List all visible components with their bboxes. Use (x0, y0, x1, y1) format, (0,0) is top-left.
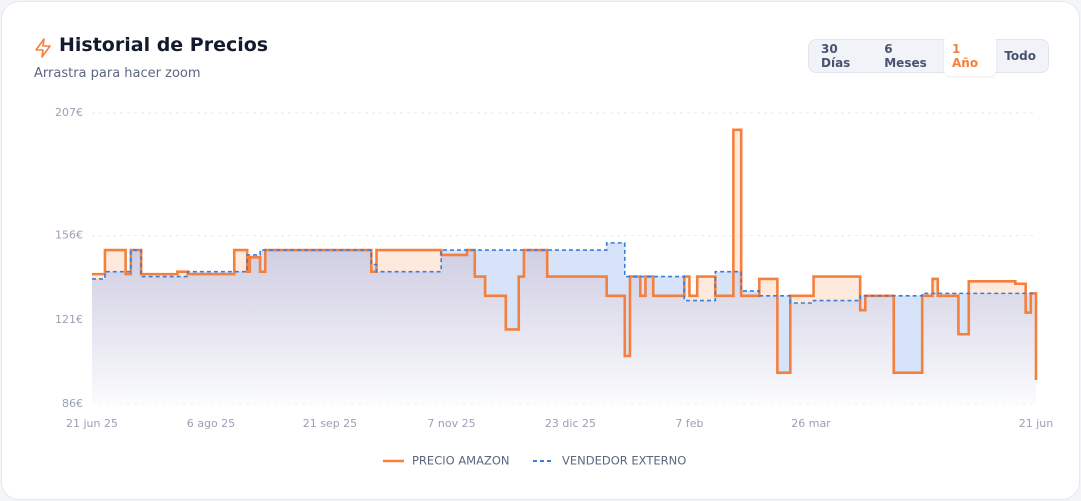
legend-label: PRECIO AMAZON (412, 454, 510, 468)
x-tick-label: 7 feb (675, 417, 703, 430)
title: Historial de Precios (59, 34, 269, 56)
x-tick-label: 7 nov 25 (427, 417, 475, 430)
x-tick-label: 21 jun 25 (66, 417, 118, 430)
x-tick-label: 21 sep 25 (303, 417, 357, 430)
bolt-icon (35, 38, 51, 58)
series-line (92, 242, 1036, 304)
range-selector: 30 Días 6 Meses 1 Año Todo (808, 36, 1049, 76)
x-tick-label: 21 jun (1019, 417, 1054, 430)
y-tick-label: 121€ (55, 313, 83, 326)
legend-label: VENDEDOR EXTERNO (562, 454, 686, 468)
x-tick-label: 6 ago 25 (187, 417, 235, 430)
range-button[interactable]: Todo (1004, 49, 1036, 63)
y-tick-label: 156€ (55, 229, 83, 242)
y-tick-label: 86€ (62, 397, 83, 410)
range-button[interactable]: 30 Días (821, 42, 851, 70)
x-tick-label: 23 dic 25 (545, 417, 596, 430)
range-button[interactable]: 6 Meses (884, 42, 927, 70)
subtitle: Arrastra para hacer zoom (34, 66, 201, 81)
y-tick-label: 207€ (55, 106, 83, 119)
x-tick-label: 26 mar (791, 417, 831, 430)
base-area (92, 250, 1036, 404)
range-button[interactable]: 1 Año (944, 36, 997, 76)
